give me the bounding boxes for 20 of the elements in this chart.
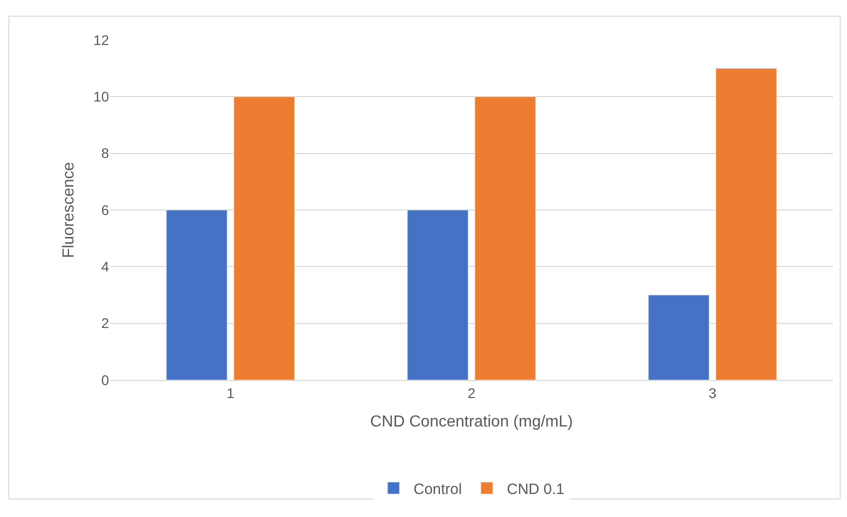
y-tick-label: 10	[93, 88, 110, 105]
y-tick-label: 8	[101, 145, 110, 162]
x-tick-label: 1	[226, 384, 235, 401]
y-tick-label: 12	[93, 32, 110, 48]
bar	[234, 96, 295, 380]
y-tick-label: 0	[101, 372, 110, 388]
legend-label: Control	[414, 480, 462, 498]
bar	[648, 294, 710, 380]
x-axis-title: CND Concentration (mg/mL)	[370, 414, 573, 430]
bar	[407, 210, 468, 380]
bar	[716, 68, 777, 380]
x-tick-label: 2	[468, 384, 476, 401]
legend-label: CND 0.1	[506, 480, 564, 498]
y-axis-title: Fluorescence	[60, 162, 78, 258]
bar	[474, 96, 536, 380]
x-tick-label: 3	[708, 384, 717, 401]
y-tick-label: 2	[101, 315, 110, 332]
y-tick-label: 4	[101, 258, 110, 275]
bar	[166, 210, 228, 380]
y-tick-label: 6	[101, 202, 110, 218]
